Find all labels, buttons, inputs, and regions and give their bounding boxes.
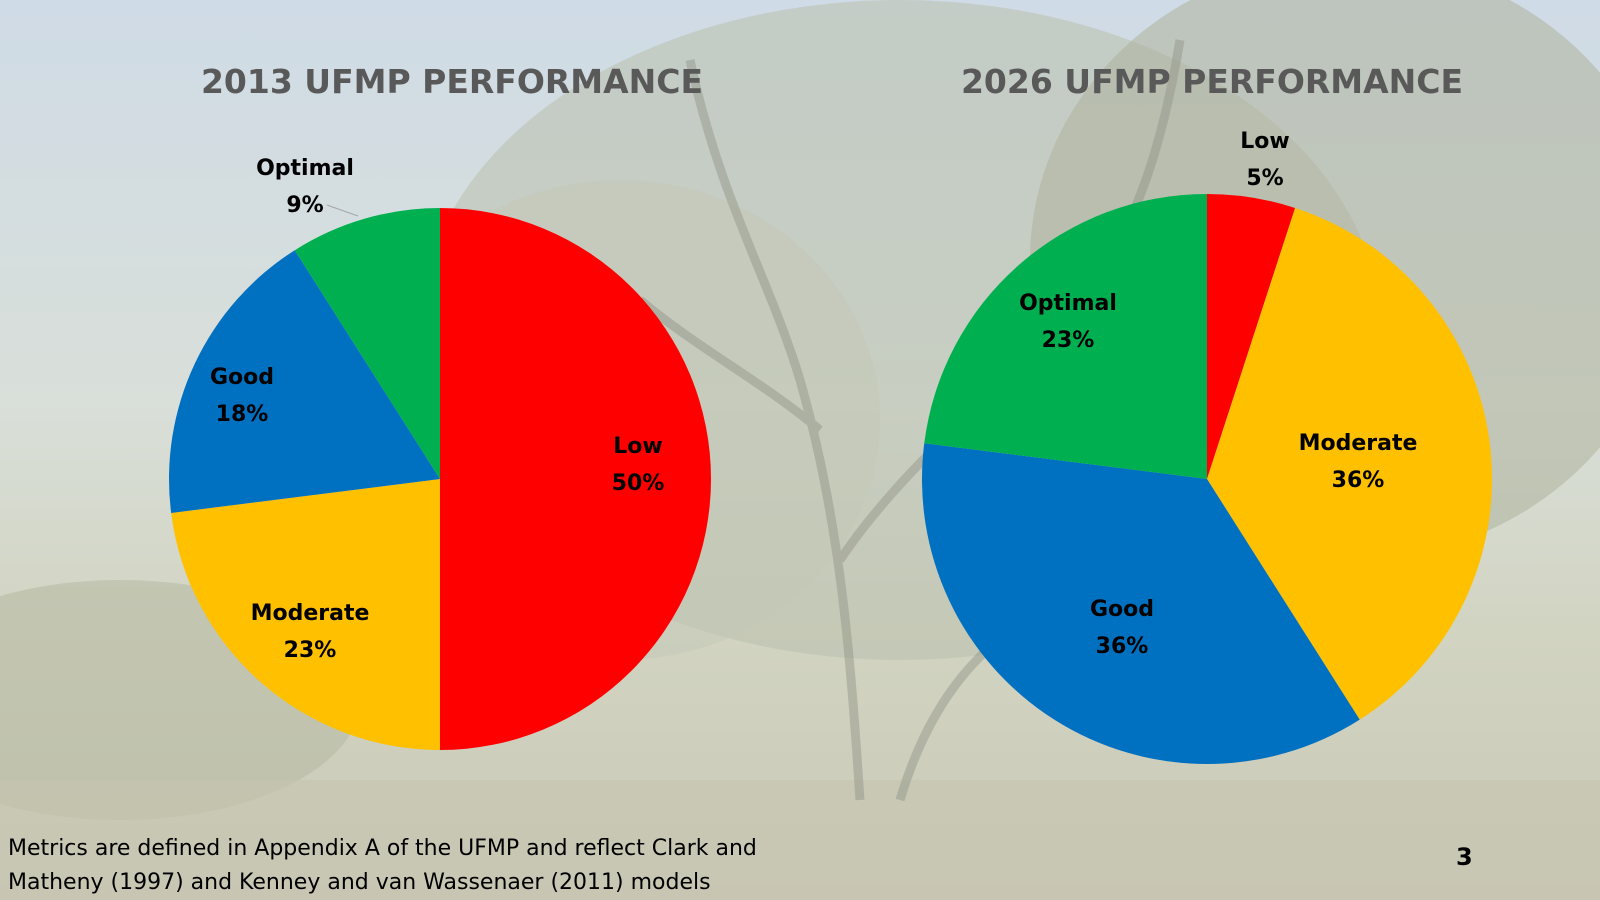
pie-slice-2013-optimal <box>294 208 440 479</box>
slice-label-2026-optimal: Optimal <box>1019 291 1117 316</box>
slice-label-2026-low: Low <box>1240 129 1289 154</box>
slice-label-2026-good: Good <box>1090 597 1154 622</box>
pie-slice-2013-moderate <box>171 479 440 750</box>
slice-label-2013-moderate: Moderate <box>251 601 370 626</box>
slice-value-2026-moderate: 36% <box>1332 468 1385 493</box>
slice-label-2013-low: Low <box>613 434 662 459</box>
slice-value-2026-low: 5% <box>1246 166 1283 191</box>
slice-value-2013-low: 50% <box>612 471 665 496</box>
pie-slice-2013-good <box>169 250 441 513</box>
slice-label-2013-optimal: Optimal <box>256 156 354 181</box>
pie-slice-2013-low <box>440 208 711 750</box>
pie-slice-2026-optimal <box>924 194 1207 479</box>
slice-value-2013-good: 18% <box>216 402 269 427</box>
footnote: Metrics are defined in Appendix A of the… <box>8 832 908 900</box>
pie-slice-2026-low <box>1207 194 1296 479</box>
chart-title-2026: 2026 UFMP PERFORMANCE <box>960 62 1464 101</box>
slice-value-2013-moderate: 23% <box>284 638 337 663</box>
chart-title-2013: 2013 UFMP PERFORMANCE <box>200 62 704 101</box>
slice-label-2026-moderate: Moderate <box>1299 431 1418 456</box>
page-number: 3 <box>1456 843 1473 871</box>
pie-slice-2026-moderate <box>1207 207 1492 720</box>
slice-label-2013-good: Good <box>210 365 274 390</box>
slice-value-2026-good: 36% <box>1096 634 1149 659</box>
slice-value-2013-optimal: 9% <box>286 193 323 218</box>
slice-value-2026-optimal: 23% <box>1042 328 1095 353</box>
footnote-line-1: Metrics are defined in Appendix A of the… <box>8 836 757 861</box>
leader-line-2013-optimal <box>326 204 359 217</box>
footnote-line-2: Matheny (1997) and Kenney and van Wassen… <box>8 870 711 895</box>
pie-slice-2026-good <box>922 443 1360 764</box>
